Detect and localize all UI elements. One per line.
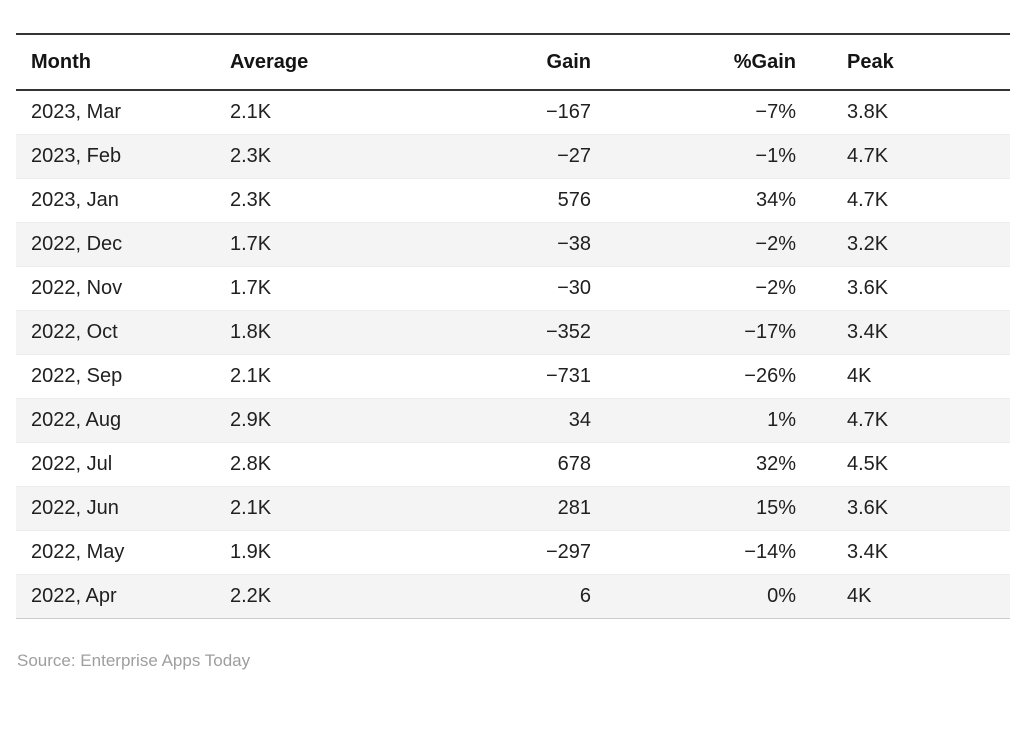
cell-peak: 3.4K [847,320,889,343]
cell-gain: 32% [755,452,796,475]
cell-peak: 3.4K [847,540,889,563]
header-row: Month Average Gain %Gain Peak [16,34,1010,90]
table-row: 2022, Aug 2.9K 34 1% 4.7K [16,398,1010,442]
table-row: 2022, Nov 1.7K −30 −2% 3.6K [16,266,1010,310]
cell-gain: 1% [767,408,796,431]
cell-month: 2022, Aug [31,408,122,431]
cell-average: 2.3K [230,188,272,211]
column-header-average: Average [230,50,309,73]
cell-month: 2023, Jan [31,188,119,211]
cell-peak: 4.5K [847,452,889,475]
cell-peak: 3.2K [847,232,889,255]
cell-gain: −30 [557,276,591,299]
source-attribution: Source: Enterprise Apps Today [17,650,251,670]
cell-peak: 3.6K [847,276,889,299]
cell-gain: −2% [755,232,796,255]
cell-month: 2022, Jul [31,452,113,475]
table-body: 2023, Mar 2.1K −167 −7% 3.8K 2023, Feb 2.3K −27… [16,90,1010,618]
column-header-month: Month [31,50,91,73]
table-row: 2022, May 1.9K −297 −14% 3.4K [16,530,1010,574]
cell-average: 2.1K [230,100,272,123]
cell-gain: −297 [545,540,591,563]
cell-month: 2022, May [31,540,125,563]
cell-gain: 15% [755,496,796,519]
table-row: 2022, Jun 2.1K 281 15% 3.6K [16,486,1010,530]
cell-gain: −352 [545,320,591,343]
column-header-gain: %Gain [733,50,796,73]
cell-average: 1.7K [230,232,272,255]
cell-gain: −2% [755,276,796,299]
table-row: 2022, Oct 1.8K −352 −17% 3.4K [16,310,1010,354]
cell-gain: 576 [557,188,591,211]
cell-gain: 678 [557,452,591,475]
stats-table-container: Month Average Gain %Gain Peak 2023, Mar 2.1K −… [16,33,1010,619]
cell-gain: −1% [755,144,796,167]
table-row: 2022, Jul 2.8K 678 32% 4.5K [16,442,1010,486]
cell-gain: −26% [744,364,796,387]
cell-month: 2022, Apr [31,584,117,607]
cell-average: 1.7K [230,276,272,299]
cell-peak: 4K [847,364,872,387]
table-row: 2022, Apr 2.2K 6 0% 4K [16,574,1010,618]
table-row: 2023, Mar 2.1K −167 −7% 3.8K [16,90,1010,134]
table-header: Month Average Gain %Gain Peak [16,34,1010,90]
cell-month: 2022, Oct [31,320,118,343]
cell-average: 2.8K [230,452,272,475]
cell-average: 2.1K [230,364,272,387]
cell-gain: 281 [557,496,591,519]
cell-gain: 34% [755,188,796,211]
cell-gain: −27 [557,144,591,167]
cell-gain: 6 [579,584,591,607]
cell-gain: −14% [744,540,796,563]
cell-gain: −167 [545,100,591,123]
cell-gain: 34 [568,408,591,431]
cell-month: 2022, Dec [31,232,123,255]
cell-gain: −731 [545,364,591,387]
cell-average: 1.9K [230,540,272,563]
cell-month: 2022, Jun [31,496,119,519]
table-row: 2022, Sep 2.1K −731 −26% 4K [16,354,1010,398]
cell-gain: 0% [767,584,796,607]
column-header-gain: Gain [546,50,591,73]
cell-gain: −7% [755,100,796,123]
cell-month: 2023, Mar [31,100,122,123]
page: Month Average Gain %Gain Peak 2023, Mar 2.1K −… [0,33,1024,671]
cell-average: 1.8K [230,320,272,343]
table-row: 2023, Feb 2.3K −27 −1% 4.7K [16,134,1010,178]
cell-peak: 3.6K [847,496,889,519]
cell-average: 2.3K [230,144,272,167]
cell-peak: 4.7K [847,188,889,211]
column-header-peak: Peak [847,50,894,73]
cell-peak: 4.7K [847,144,889,167]
cell-peak: 4K [847,584,872,607]
cell-average: 2.9K [230,408,272,431]
stats-table: Month Average Gain %Gain Peak 2023, Mar 2.1K −… [16,33,1010,619]
cell-month: 2022, Sep [31,364,123,387]
table-row: 2022, Dec 1.7K −38 −2% 3.2K [16,222,1010,266]
cell-peak: 3.8K [847,100,889,123]
cell-month: 2023, Feb [31,144,122,167]
cell-average: 2.1K [230,496,272,519]
table-row: 2023, Jan 2.3K 576 34% 4.7K [16,178,1010,222]
cell-peak: 4.7K [847,408,889,431]
cell-gain: −38 [557,232,591,255]
cell-average: 2.2K [230,584,272,607]
cell-month: 2022, Nov [31,276,123,299]
cell-gain: −17% [744,320,796,343]
